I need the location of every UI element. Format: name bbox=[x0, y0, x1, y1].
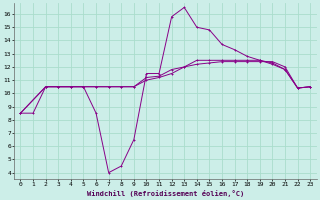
X-axis label: Windchill (Refroidissement éolien,°C): Windchill (Refroidissement éolien,°C) bbox=[87, 190, 244, 197]
